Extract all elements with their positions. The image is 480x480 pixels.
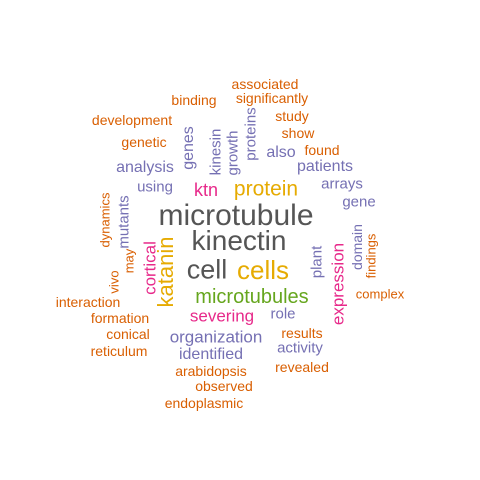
word-significantly: significantly — [235, 90, 309, 106]
word-formation: formation — [90, 310, 150, 326]
word-microtubule: microtubule — [158, 199, 314, 232]
word-findings: findings — [363, 233, 379, 279]
word-mutants: mutants — [115, 195, 133, 249]
word-activity: activity — [277, 339, 323, 357]
word-complex: complex — [355, 286, 405, 302]
word-cortical: cortical — [140, 241, 160, 295]
word-binding: binding — [171, 92, 217, 108]
word-plant: plant — [308, 245, 326, 279]
word-using: using — [137, 178, 173, 196]
word-proteins: proteins — [242, 107, 260, 161]
word-interaction: interaction — [55, 294, 121, 310]
word-arabidopsis: arabidopsis — [175, 363, 247, 379]
word-domain: domain — [349, 224, 365, 270]
word-role: role — [270, 305, 296, 323]
word-analysis: analysis — [116, 159, 174, 176]
word-arrays: arrays — [321, 175, 363, 193]
word-gene: gene — [342, 193, 376, 211]
word-show: show — [281, 125, 315, 141]
word-endoplasmic: endoplasmic — [164, 395, 244, 411]
word-revealed: revealed — [275, 359, 329, 375]
word-conical: conical — [106, 326, 150, 342]
word-also: also — [266, 144, 296, 161]
word-observed: observed — [195, 378, 253, 394]
word-organization: organization — [169, 327, 263, 347]
word-may: may — [121, 248, 137, 274]
word-kinesin: kinesin — [207, 128, 225, 176]
word-identified: identified — [178, 346, 244, 363]
word-protein: protein — [233, 177, 299, 201]
word-genes: genes — [180, 126, 197, 170]
word-severing: severing — [189, 306, 255, 326]
word-patients: patients — [296, 158, 354, 175]
word-genetic: genetic — [121, 134, 167, 150]
word-reticulum: reticulum — [90, 343, 148, 359]
word-results: results — [281, 325, 323, 341]
word-associated: associated — [231, 76, 299, 92]
word-cell: cell — [186, 254, 228, 285]
word-cells: cells — [236, 255, 290, 285]
word-vivo: vivo — [106, 270, 122, 294]
word-dynamics: dynamics — [97, 192, 113, 248]
word-ktn: ktn — [193, 180, 219, 200]
word-study: study — [275, 108, 309, 124]
word-found: found — [304, 142, 340, 158]
word-development: development — [91, 112, 173, 128]
word-growth: growth — [224, 130, 242, 176]
word-microtubules: microtubules — [195, 286, 309, 308]
word-expression: expression — [328, 242, 348, 326]
word-kinectin: kinectin — [191, 225, 287, 256]
